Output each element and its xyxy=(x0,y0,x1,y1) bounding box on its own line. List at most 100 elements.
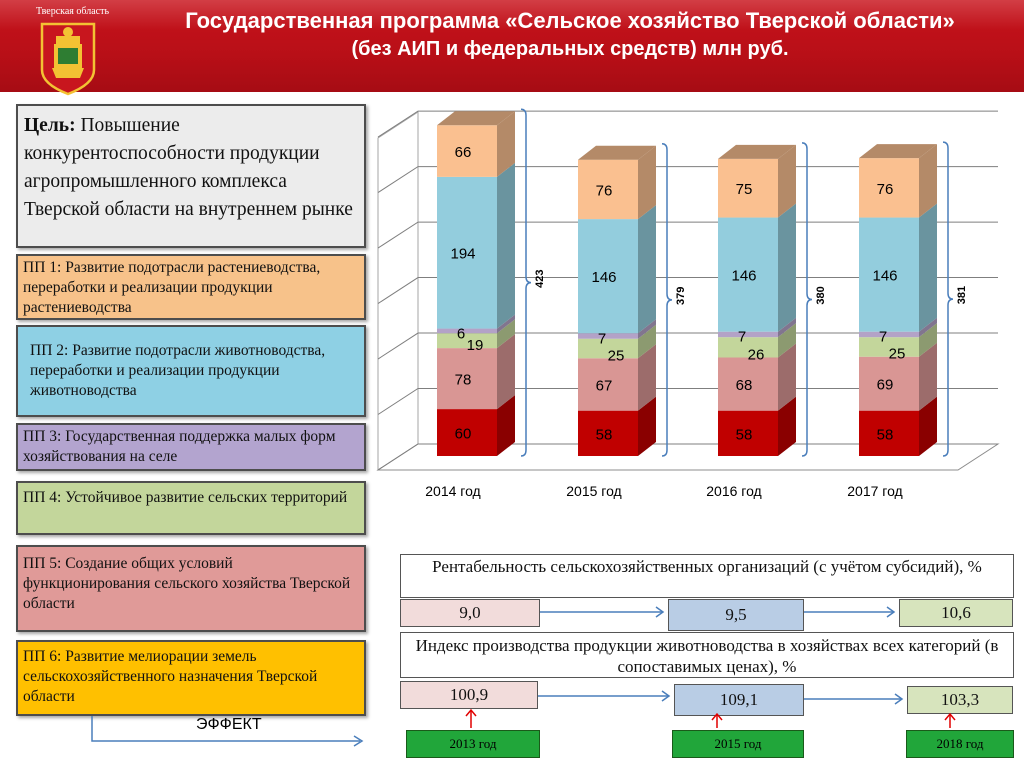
bar-1-seg-5 xyxy=(578,159,638,220)
goal-label: Цель: xyxy=(24,115,76,136)
bar-1-top xyxy=(578,145,656,160)
chart-gridline xyxy=(377,166,998,194)
bar-3-seg-0-side xyxy=(919,396,937,456)
data-label-1-0: 58 xyxy=(596,426,613,443)
data-label-2-1: 68 xyxy=(736,377,753,394)
program-5-box: ПП 5: Создание общих условий функциониро… xyxy=(16,545,366,632)
program-6-box: ПП 6: Развитие мелиорации земель сельско… xyxy=(16,640,366,716)
data-label-1-2: 25 xyxy=(608,347,625,364)
total-brace-3 xyxy=(942,141,954,457)
data-label-2-3: 7 xyxy=(738,329,746,346)
indicator-1-value-2015: 9,5 xyxy=(668,599,804,631)
bar-1-seg-0-side xyxy=(638,396,656,456)
data-label-3-1: 69 xyxy=(877,377,894,394)
indicator-2-title: Индекс производства продукции животновод… xyxy=(400,632,1014,678)
bar-3-seg-4-side xyxy=(919,203,937,332)
category-label-3: 2017 год xyxy=(847,483,902,499)
category-label-2: 2016 год xyxy=(706,483,761,499)
chart-gridline xyxy=(377,332,998,360)
bar-0-seg-3-side xyxy=(497,314,515,334)
coat-of-arms-icon xyxy=(40,22,96,96)
bar-0-seg-2-side xyxy=(497,319,515,349)
indicator-1-title: Рентабельность сельскохозяйственных орга… xyxy=(400,554,1014,598)
data-label-1-1: 67 xyxy=(596,377,613,394)
data-label-3-5: 76 xyxy=(877,181,894,198)
bar-2-seg-1 xyxy=(718,357,778,411)
bar-2-top xyxy=(718,144,796,159)
bar-2-seg-4 xyxy=(718,217,778,332)
program-1-box: ПП 1: Развитие подотрасли растениеводств… xyxy=(16,254,366,320)
bar-0-seg-0-side xyxy=(497,395,515,456)
chart-gridline xyxy=(377,277,998,304)
bar-1-seg-4 xyxy=(578,219,638,334)
bar-3-seg-1-side xyxy=(919,342,937,411)
bar-1-seg-1-side xyxy=(638,344,656,411)
bar-1-seg-2 xyxy=(578,338,638,359)
header-banner: Тверская область Государственная програм… xyxy=(0,0,1024,96)
indicator-1-value-2018: 10,6 xyxy=(899,599,1013,627)
chart-bars xyxy=(437,111,937,456)
chart-gridline xyxy=(377,388,998,415)
data-label-1-5: 76 xyxy=(596,182,613,199)
bar-3-seg-2-side xyxy=(919,323,937,357)
bar-3-seg-3 xyxy=(859,331,919,338)
bar-3-seg-4 xyxy=(859,217,919,332)
year-box-2015: 2015 год xyxy=(672,730,804,758)
bar-3-seg-2 xyxy=(859,337,919,357)
bar-2-seg-2 xyxy=(718,337,778,358)
data-label-3-3: 7 xyxy=(879,329,887,346)
bar-3-seg-3-side xyxy=(919,317,937,338)
bar-2-seg-2-side xyxy=(778,323,796,358)
data-label-1-3: 7 xyxy=(598,330,606,347)
data-label-2-4: 146 xyxy=(731,268,756,285)
total-label-1: 379 xyxy=(675,287,687,305)
indicator-1-value-2013: 9,0 xyxy=(400,599,540,627)
bar-0-seg-1 xyxy=(437,348,497,410)
data-label-3-0: 58 xyxy=(877,426,894,443)
program-2-box: ПП 2: Развитие подотрасли животноводства… xyxy=(16,325,366,417)
bar-2-seg-3-side xyxy=(778,317,796,338)
bar-2-seg-0-side xyxy=(778,396,796,456)
data-label-2-0: 58 xyxy=(736,426,753,443)
total-brace-2 xyxy=(801,142,813,457)
bar-3-seg-5-side xyxy=(919,144,937,218)
data-label-3-4: 146 xyxy=(872,268,897,285)
bar-0-seg-4 xyxy=(437,176,497,329)
indicator-2-value-2018: 103,3 xyxy=(907,686,1013,714)
total-label-3: 381 xyxy=(956,286,968,304)
data-label-0-2: 19 xyxy=(467,337,484,354)
bar-2-seg-4-side xyxy=(778,203,796,332)
bar-3-seg-5 xyxy=(859,158,919,218)
goal-box: Цель: Повышение конкурентоспособности пр… xyxy=(16,104,366,248)
data-label-1-4: 146 xyxy=(591,269,616,286)
data-label-0-5: 66 xyxy=(455,144,472,161)
total-brace-1 xyxy=(661,142,673,457)
total-label-0: 423 xyxy=(534,269,546,287)
total-label-2: 380 xyxy=(815,286,827,304)
chart-frame xyxy=(376,110,1000,471)
data-label-0-0: 60 xyxy=(455,426,472,443)
category-label-1: 2015 год xyxy=(566,483,621,499)
bar-1-seg-5-side xyxy=(638,145,656,220)
goal-text: Повышение конкурентоспособности продукци… xyxy=(24,115,353,220)
indicator-2-value-2015: 109,1 xyxy=(674,684,804,716)
bar-0-seg-4-side xyxy=(497,162,515,329)
program-4-box: ПП 4: Устойчивое развитие сельских терри… xyxy=(16,481,366,535)
chart-gridline xyxy=(377,443,998,471)
bar-1-seg-1 xyxy=(578,358,638,411)
data-label-2-5: 75 xyxy=(736,181,753,198)
bar-2-seg-1-side xyxy=(778,343,796,411)
page-subtitle: (без АИП и федеральных средств) млн руб. xyxy=(351,38,789,60)
bar-0-top xyxy=(437,111,515,126)
bar-3-top xyxy=(859,144,937,159)
bar-0-seg-1-side xyxy=(497,334,515,410)
bar-3-seg-0 xyxy=(859,410,919,456)
chart-gridline xyxy=(377,221,998,249)
indicator-2-value-2013: 100,9 xyxy=(400,681,538,709)
bar-1-seg-4-side xyxy=(638,205,656,334)
year-box-2018: 2018 год xyxy=(906,730,1014,758)
bar-0-seg-5-side xyxy=(497,111,515,177)
bar-2-seg-5-side xyxy=(778,144,796,218)
